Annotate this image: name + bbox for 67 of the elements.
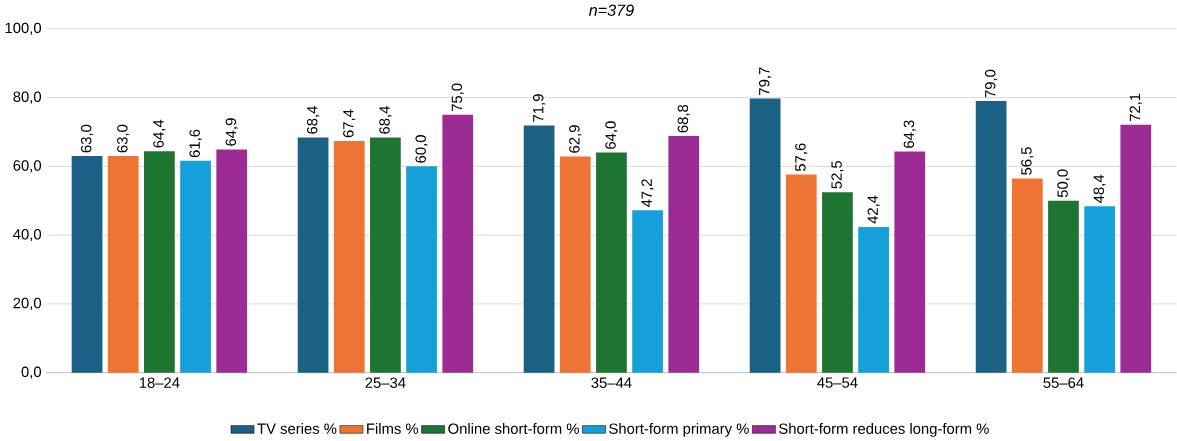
bar [71,155,103,373]
data-label: 60,0 [415,135,428,163]
legend-label: TV series % [257,422,337,434]
bar [297,137,329,373]
data-label: 71,9 [532,94,546,122]
data-label: 56,5 [1021,147,1034,175]
data-label: 62,9 [569,125,582,153]
bar [559,156,591,373]
bar [1120,124,1152,373]
data-label: 68,8 [677,104,690,133]
legend-label: Short-form primary % [609,422,749,437]
data-label: 64,0 [605,121,618,149]
bar [180,160,211,373]
y-tick-label: 100,0 [5,22,42,35]
legend-label: Short-form reduces long-form % [779,422,989,437]
chart-title: n=379 [588,4,634,16]
x-tick-label: 25–34 [365,377,406,388]
x-tick-label: 18–24 [139,377,180,388]
bar [1048,200,1079,373]
data-label: 42,4 [867,195,880,224]
data-label: 64,3 [903,120,916,148]
y-tick-label: 20,0 [13,297,42,310]
bar [975,100,1007,373]
data-label: 57,6 [795,143,808,171]
x-tick-label: 35–44 [591,377,632,388]
data-label: 63,0 [117,124,130,153]
data-label: 72,1 [1129,93,1142,121]
data-label: 52,5 [831,160,844,189]
data-label: 64,4 [153,119,166,148]
bar [1084,206,1115,373]
bar [370,137,401,373]
data-label: 79,0 [985,69,998,98]
bar [894,151,926,373]
legend-label: Online short-form % [448,422,579,434]
bar [406,166,437,373]
legend-label: Films % [367,422,419,434]
bar [216,149,248,373]
bar [822,192,853,373]
bar [442,114,474,373]
bar [333,140,365,373]
data-label: 61,6 [189,129,202,158]
bar [668,135,700,373]
x-tick-label: 55–64 [1043,377,1084,388]
bar [632,210,663,373]
bar [144,151,175,373]
data-label: 68,4 [379,105,392,134]
bar [1011,178,1043,373]
data-label: 68,4 [306,105,320,134]
y-tick-label: 80,0 [13,91,42,104]
bar [596,152,627,373]
data-label: 63,0 [80,124,94,153]
data-label: 47,2 [641,179,654,207]
y-tick-label: 40,0 [13,228,42,242]
bar [523,125,555,373]
bar [107,155,139,373]
data-label: 50,0 [1057,169,1070,198]
bar [749,98,781,373]
y-tick-label: 60,0 [13,160,42,173]
data-label: 64,9 [225,118,238,146]
data-label: 75,0 [451,83,464,111]
data-label: 48,4 [1093,174,1106,203]
data-label: 79,7 [759,67,772,95]
bar [785,174,817,373]
data-label: 67,4 [343,109,356,138]
y-tick-label: 0,0 [21,366,42,379]
bar [858,226,889,373]
x-tick-label: 45–54 [817,377,858,388]
